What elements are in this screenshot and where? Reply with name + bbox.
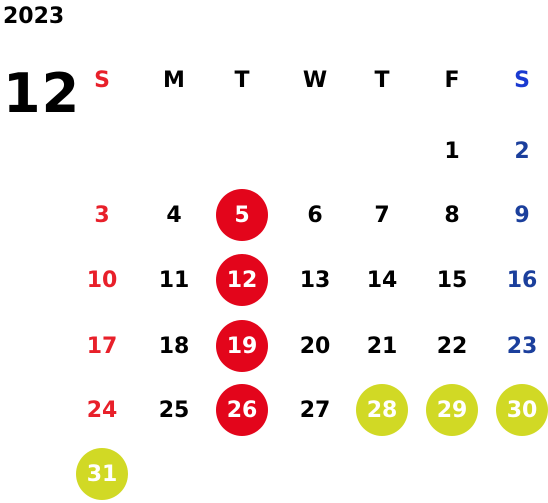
day-cell-17: 17: [86, 333, 118, 359]
day-cell-16: 16: [506, 267, 538, 293]
month-number: 12: [3, 62, 81, 125]
weekday-sunday: S: [94, 68, 110, 93]
day-cell-28: 28: [356, 384, 408, 436]
day-cell-7: 7: [374, 202, 390, 228]
day-cell-25: 25: [158, 397, 190, 423]
day-cell-3: 3: [94, 202, 110, 228]
day-cell-6: 6: [307, 202, 323, 228]
day-cell-24: 24: [86, 397, 118, 423]
day-cell-12: 12: [216, 254, 268, 306]
day-cell-27: 27: [299, 397, 331, 423]
day-cell-11: 11: [158, 267, 190, 293]
day-cell-21: 21: [366, 333, 398, 359]
weekday-friday: F: [444, 68, 460, 93]
day-cell-1: 1: [444, 138, 460, 164]
day-cell-5: 5: [216, 189, 268, 241]
weekday-tuesday: T: [234, 68, 250, 93]
day-cell-2: 2: [514, 138, 530, 164]
day-cell-30: 30: [496, 384, 548, 436]
day-cell-14: 14: [366, 267, 398, 293]
day-cell-8: 8: [444, 202, 460, 228]
day-cell-26: 26: [216, 384, 268, 436]
day-cell-19: 19: [216, 320, 268, 372]
day-cell-9: 9: [514, 202, 530, 228]
day-cell-20: 20: [299, 333, 331, 359]
weekday-saturday: S: [514, 68, 530, 93]
day-cell-29: 29: [426, 384, 478, 436]
year-label: 2023: [3, 4, 65, 29]
day-cell-4: 4: [166, 202, 182, 228]
day-cell-15: 15: [436, 267, 468, 293]
day-cell-23: 23: [506, 333, 538, 359]
weekday-monday: M: [163, 68, 185, 93]
day-cell-22: 22: [436, 333, 468, 359]
weekday-thursday: T: [374, 68, 390, 93]
day-cell-10: 10: [86, 267, 118, 293]
day-cell-31: 31: [76, 448, 128, 500]
day-cell-13: 13: [299, 267, 331, 293]
day-cell-18: 18: [158, 333, 190, 359]
weekday-wednesday: W: [302, 68, 328, 93]
